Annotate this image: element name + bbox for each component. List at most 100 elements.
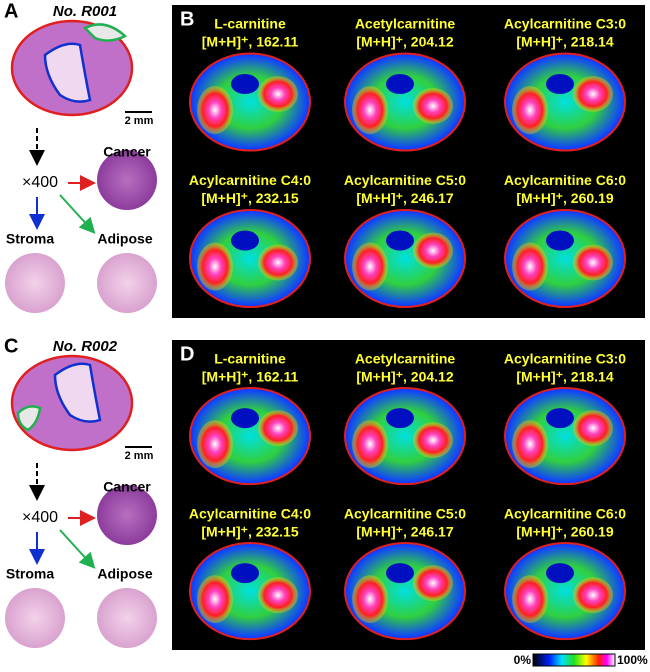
colorbar — [532, 653, 616, 667]
panel-label: C — [4, 335, 18, 357]
stroma-region — [43, 42, 92, 103]
adipose-region — [16, 405, 42, 432]
low-region — [386, 408, 414, 429]
hotspot — [413, 232, 453, 269]
magnification: ×400 — [22, 174, 58, 191]
low-region — [386, 563, 414, 584]
ms-image — [504, 542, 626, 641]
hotspot — [573, 76, 613, 113]
compound-name: Acylcarnitine C6:0 — [504, 506, 626, 522]
low-region — [546, 74, 574, 95]
histology-image — [5, 588, 65, 648]
low-region — [231, 230, 259, 251]
ion-label: [M+H]⁺, 218.14 — [516, 34, 613, 50]
hotspot — [197, 420, 233, 469]
hotspot — [573, 577, 613, 614]
hotspot — [512, 420, 548, 469]
ms-image — [189, 209, 311, 309]
hotspot — [512, 575, 548, 624]
low-region — [546, 230, 574, 251]
stroma-region — [53, 362, 102, 423]
ion-label: [M+H]⁺, 232.15 — [201, 524, 298, 540]
scale-bar-label: 2 mm — [125, 115, 154, 127]
hotspot — [258, 577, 298, 614]
region-label: Stroma — [6, 231, 54, 247]
ion-label: [M+H]⁺, 204.12 — [356, 34, 453, 50]
hotspot — [352, 575, 388, 624]
histology-image — [97, 588, 157, 648]
ms-image — [344, 52, 466, 152]
panel-label: B — [180, 8, 194, 30]
region-label: Adipose — [97, 231, 152, 247]
ms-image — [189, 387, 311, 486]
low-region — [231, 408, 259, 429]
compound-name: Acylcarnitine C5:0 — [344, 506, 466, 522]
compound-name: Acetylcarnitine — [355, 16, 456, 32]
hotspot — [352, 242, 388, 291]
ion-label: [M+H]⁺, 204.12 — [356, 369, 453, 385]
hotspot — [258, 410, 298, 447]
arrow — [59, 529, 96, 569]
ion-label: [M+H]⁺, 162.11 — [202, 34, 299, 50]
colorbar-max: 100% — [617, 653, 648, 667]
hotspot — [197, 575, 233, 624]
compound-name: Acetylcarnitine — [355, 351, 456, 367]
hotspot — [413, 88, 453, 125]
panel-label: D — [180, 343, 194, 365]
histology-image — [97, 485, 157, 545]
compound-name: L-carnitine — [214, 16, 286, 32]
ms-image — [504, 52, 626, 152]
low-region — [386, 74, 414, 95]
hotspot — [413, 422, 453, 459]
hotspot — [512, 242, 548, 291]
region-label: Stroma — [6, 566, 54, 582]
ion-label: [M+H]⁺, 260.19 — [516, 190, 613, 206]
ms-image — [344, 209, 466, 309]
hotspot — [258, 76, 298, 113]
panel-label: A — [4, 0, 18, 22]
compound-name: Acylcarnitine C4:0 — [189, 506, 311, 522]
hotspot — [258, 244, 298, 281]
compound-name: Acylcarnitine C3:0 — [504, 351, 626, 367]
low-region — [386, 230, 414, 251]
adipose-region — [82, 23, 128, 42]
region-label: Adipose — [97, 566, 152, 582]
ms-image — [344, 542, 466, 641]
sample-label: No. R002 — [53, 338, 118, 355]
histology-image — [5, 253, 65, 313]
compound-name: L-carnitine — [214, 351, 286, 367]
hotspot — [197, 86, 233, 135]
region-label: Cancer — [103, 479, 151, 495]
ion-label: [M+H]⁺, 246.17 — [356, 190, 453, 206]
low-region — [546, 408, 574, 429]
ms-image — [189, 52, 311, 152]
hotspot — [352, 86, 388, 135]
ion-label: [M+H]⁺, 246.17 — [356, 524, 453, 540]
magnification: ×400 — [22, 509, 58, 526]
low-region — [231, 74, 259, 95]
arrow — [59, 194, 96, 234]
compound-name: Acylcarnitine C4:0 — [189, 172, 311, 188]
ion-label: [M+H]⁺, 232.15 — [201, 190, 298, 206]
hotspot — [197, 242, 233, 291]
low-region — [231, 563, 259, 584]
hotspot — [573, 410, 613, 447]
sample-label: No. R001 — [53, 3, 117, 20]
hotspot — [573, 244, 613, 281]
ion-label: [M+H]⁺, 218.14 — [516, 369, 613, 385]
scale-bar-label: 2 mm — [125, 450, 154, 462]
hotspot — [512, 86, 548, 135]
ion-label: [M+H]⁺, 162.11 — [202, 369, 299, 385]
region-label: Cancer — [103, 144, 151, 160]
ms-image — [344, 387, 466, 486]
hotspot — [352, 420, 388, 469]
compound-name: Acylcarnitine C6:0 — [504, 172, 626, 188]
hotspot — [413, 565, 453, 602]
compound-name: Acylcarnitine C3:0 — [504, 16, 626, 32]
histology-image — [97, 150, 157, 210]
compound-name: Acylcarnitine C5:0 — [344, 172, 466, 188]
ms-image — [504, 209, 626, 309]
histology-image — [97, 253, 157, 313]
ion-label: [M+H]⁺, 260.19 — [516, 524, 613, 540]
